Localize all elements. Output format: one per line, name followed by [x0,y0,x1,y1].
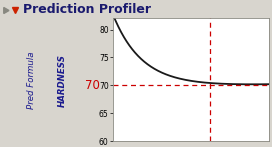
Text: Pred Formula: Pred Formula [27,51,36,109]
Text: HARDNESS: HARDNESS [58,54,67,107]
Text: 70: 70 [85,79,100,92]
Text: Prediction Profiler: Prediction Profiler [23,3,151,16]
